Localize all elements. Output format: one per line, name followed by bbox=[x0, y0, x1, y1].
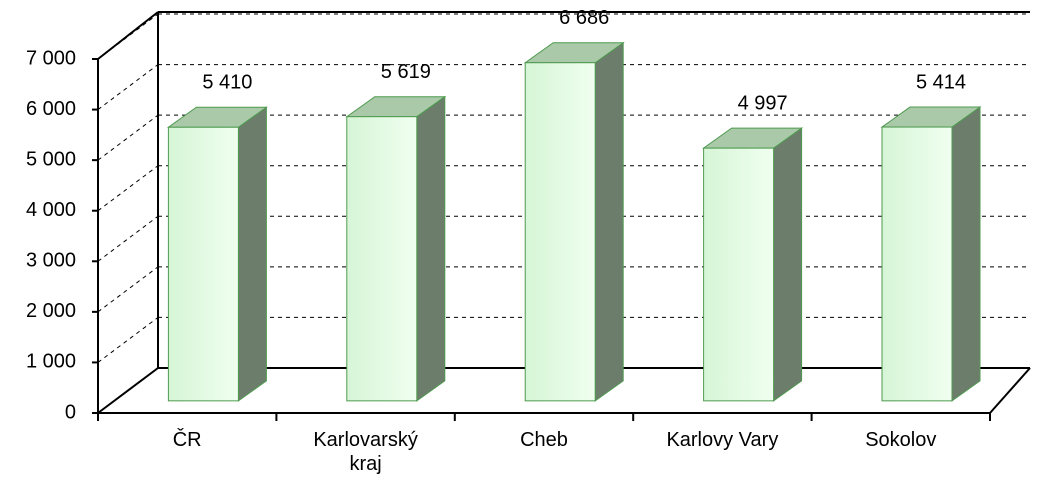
x-tick-label: Sokolov bbox=[865, 429, 937, 451]
x-tick-label: Karlovy Vary bbox=[666, 429, 779, 451]
bar bbox=[703, 147, 775, 402]
y-tick-label: 1 000 bbox=[26, 351, 76, 373]
bar-side bbox=[237, 106, 267, 402]
y-tick-label: 4 000 bbox=[26, 199, 76, 221]
bar bbox=[167, 126, 239, 402]
grid-line bbox=[97, 266, 159, 313]
y-tick-label: 3 000 bbox=[26, 250, 76, 272]
bar bbox=[524, 62, 596, 402]
bar bbox=[881, 126, 953, 402]
bar bbox=[346, 116, 418, 402]
y-tick-label: 0 bbox=[65, 401, 76, 423]
x-tick-label: ČR bbox=[172, 429, 202, 451]
y-tick-label: 2 000 bbox=[26, 300, 76, 322]
bar-side bbox=[416, 95, 446, 402]
value-label: 5 619 bbox=[381, 61, 431, 83]
grid-line bbox=[97, 165, 159, 212]
grid-line bbox=[97, 215, 159, 262]
x-tick-label: Karlovarský kraj bbox=[313, 429, 418, 475]
bar-side bbox=[594, 41, 624, 402]
bar-side bbox=[951, 106, 981, 402]
grid-line bbox=[97, 64, 159, 110]
value-label: 6 686 bbox=[559, 7, 609, 29]
y-tick-label: 7 000 bbox=[26, 47, 76, 69]
y-tick-label: 6 000 bbox=[26, 98, 76, 120]
grid-line bbox=[97, 114, 159, 161]
x-tick-label: Cheb bbox=[520, 429, 568, 451]
bar-side bbox=[773, 127, 803, 402]
value-label: 5 414 bbox=[916, 71, 966, 93]
value-label: 4 997 bbox=[738, 92, 788, 114]
value-label: 5 410 bbox=[202, 72, 252, 94]
grid-line bbox=[97, 317, 159, 363]
y-tick-label: 5 000 bbox=[26, 148, 76, 170]
